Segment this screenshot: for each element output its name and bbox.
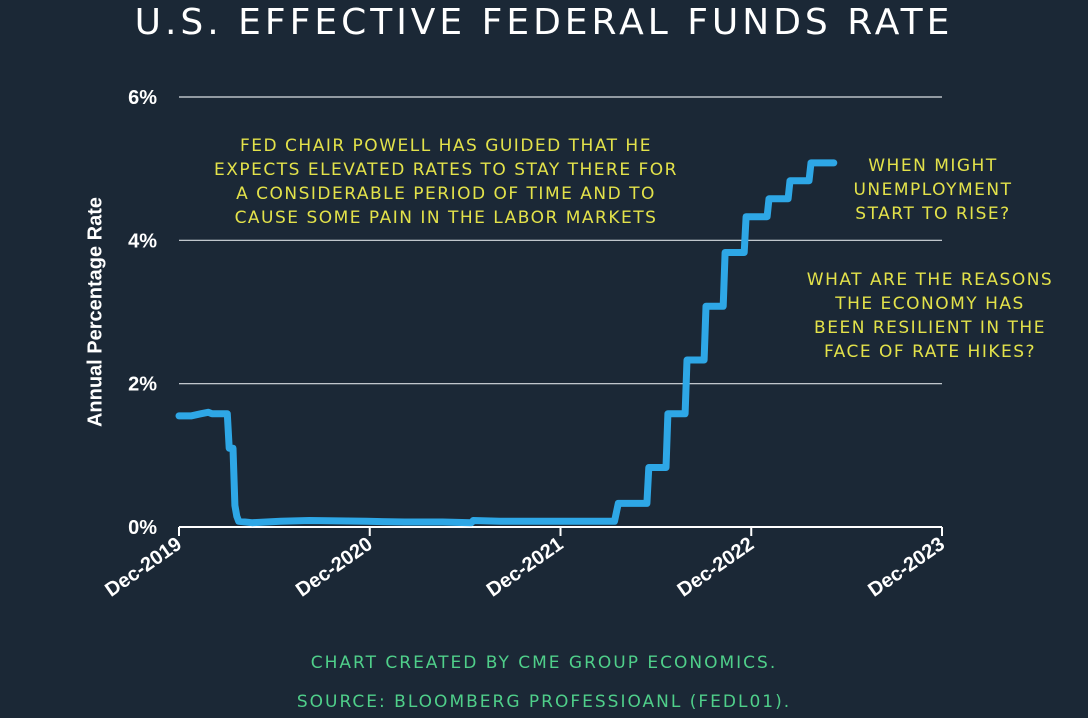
x-tick-label: Dec-2023 [864,533,949,601]
footer-source: SOURCE: BLOOMBERG PROFESSIOANL (FEDL01). [296,692,792,712]
footer-credit: CHART CREATED BY CME GROUP ECONOMICS. [310,653,778,673]
y-tick-label: 4% [128,230,157,252]
unemployment-annotation: WHEN MIGHT UNEMPLOYMENT START TO RISE? [853,156,1013,224]
series-line-fed-funds-rate [175,159,838,527]
x-tick-label: Dec-2019 [101,533,186,601]
chart-title: U.S. EFFECTIVE FEDERAL FUNDS RATE [134,2,954,43]
y-tick-label: 2% [128,374,157,396]
x-tick-label: Dec-2021 [483,533,568,601]
powell-annotation: FED CHAIR POWELL HAS GUIDED THAT HE EXPE… [214,136,678,228]
y-tick-label: 6% [128,87,157,109]
x-tick-label: Dec-2020 [292,533,377,601]
x-tick-label: Dec-2022 [674,533,759,601]
y-tick-label: 0% [128,517,157,539]
resilience-annotation: WHAT ARE THE REASONS THE ECONOMY HAS BEE… [806,270,1054,362]
y-axis-label: Annual Percentage Rate [84,196,107,428]
